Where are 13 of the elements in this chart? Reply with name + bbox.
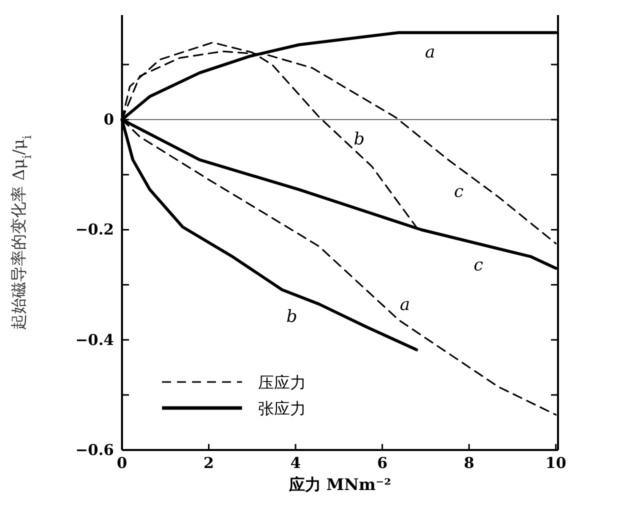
x-axis-title: 应力 MNm⁻² xyxy=(288,475,392,494)
y-tick-label: −0.2 xyxy=(75,220,114,239)
y-tick-label: −0.6 xyxy=(75,441,114,459)
x-tick-label: 2 xyxy=(204,454,214,472)
x-tick-label: 4 xyxy=(290,454,301,472)
x-tick-label: 10 xyxy=(545,454,566,472)
x-tick-label: 8 xyxy=(464,454,474,472)
y-tick-label: 0 xyxy=(104,110,114,129)
legend-label: 张应力 xyxy=(258,398,306,418)
y-tick-label: −0.4 xyxy=(75,330,114,349)
x-tick-label: 6 xyxy=(377,454,388,472)
legend-label: 压应力 xyxy=(258,372,306,392)
x-tick-label: 0 xyxy=(116,454,128,472)
